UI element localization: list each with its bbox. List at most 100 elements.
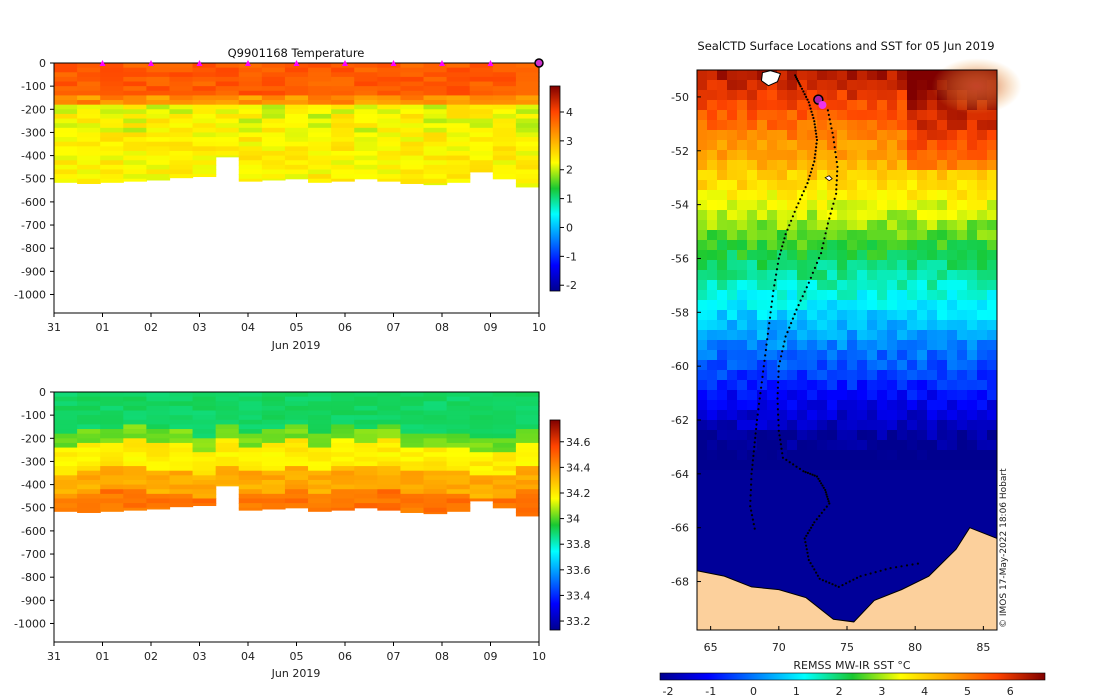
sst-cell [937,230,948,241]
salinity-cell [192,405,217,412]
sst-cell [917,160,928,171]
salinity-cell [215,447,240,453]
temperature-cell [146,76,171,83]
sst-cell [937,180,948,191]
salinity-cell [492,433,517,439]
sst-cell [947,120,958,131]
track-point [777,418,780,422]
sst-cell [897,220,908,231]
sst-cell [897,280,908,291]
sst-cell [867,550,878,561]
sst-cell [967,280,978,291]
salinity-cell [215,475,240,481]
sst-cell [777,570,788,581]
salinity-cell [492,498,517,504]
temperature-cell [446,72,471,78]
sst-cell [917,190,928,201]
salinity-cell [261,415,286,421]
sst-cell [757,320,768,331]
temperature-cell [446,164,471,171]
sst-cell [827,120,838,131]
temperature-cell [400,155,425,161]
temperature-cell [354,72,378,78]
temperature-cell [377,146,402,152]
sst-cell [927,510,938,521]
salinity-cell [284,392,309,398]
sst-cell [947,460,958,471]
temperature-cell [192,174,217,178]
salinity-cell [284,405,309,412]
salinity-cell [261,452,286,458]
temperature-cell [469,86,494,92]
temperature-cell [192,67,217,73]
sst-cell [877,280,888,291]
sst-cell [897,300,908,311]
sst-cell [817,240,828,251]
temperature-cell [261,90,286,97]
sst-cell [747,250,758,261]
salinity-cell [308,489,332,495]
temperature-cell [261,132,286,138]
sst-cell [827,150,838,161]
sst-cell [877,550,888,561]
temperature-cell [192,86,217,92]
sst-cell [807,550,818,561]
temperature-title: Q9901168 Temperature [228,46,365,60]
temperature-cell [238,137,263,143]
salinity-cell [146,489,171,495]
temperature-cell [423,155,448,161]
salinity-cell [77,461,101,467]
sst-cell [777,550,788,561]
salinity-cell [331,479,355,486]
sst-cell [697,180,708,191]
current-profile-marker [534,58,544,68]
temperature-cell [515,132,540,138]
salinity-cell [515,415,540,421]
temperature-cell [169,127,194,134]
temperature-cell [377,164,402,171]
track-point [802,90,805,93]
sst-cell [977,390,988,401]
temperature-cell [169,118,194,124]
salinity-cell [77,401,101,407]
salinity-cell [169,461,194,467]
sst-cell [777,180,788,191]
salinity-cell [423,484,448,490]
sst-cell [897,450,908,461]
salinity-cell [192,396,217,402]
salinity-cell [331,433,355,439]
sst-cell [787,220,798,231]
sst-cell [977,300,988,311]
temperature-cell [284,109,309,115]
sst-cell [887,290,898,301]
sst-cell [737,90,748,101]
temperature-cell [400,109,425,115]
sst-cell [937,500,948,511]
sst-cell [697,470,708,481]
track-point [786,228,789,231]
sst-cell [697,530,708,541]
salinity-cell [515,433,540,439]
salinity-cell [308,498,332,504]
sst-cell [807,380,818,391]
salinity-cell [515,461,540,467]
sst-cell [787,150,798,161]
salinity-cell [284,429,309,435]
sst-cell [717,500,728,511]
temperature-cell [331,164,355,171]
temperature-cell [354,81,378,87]
sst-cell [907,380,918,391]
salinity-cell [77,498,101,504]
sst-cell [847,270,858,281]
sst-cell [897,370,908,381]
salinity-cell [308,507,332,512]
salinity-y-axis: 0-100-200-300-400-500-600-700-800-900-10… [14,386,54,630]
track-point [806,98,809,101]
temperature-cell [400,113,425,120]
salinity-cell [215,466,240,472]
sst-cell [937,110,948,121]
temperature-cell [169,150,194,157]
sst-cell [957,500,968,511]
sst-cell [767,180,778,191]
track-point [810,167,814,170]
